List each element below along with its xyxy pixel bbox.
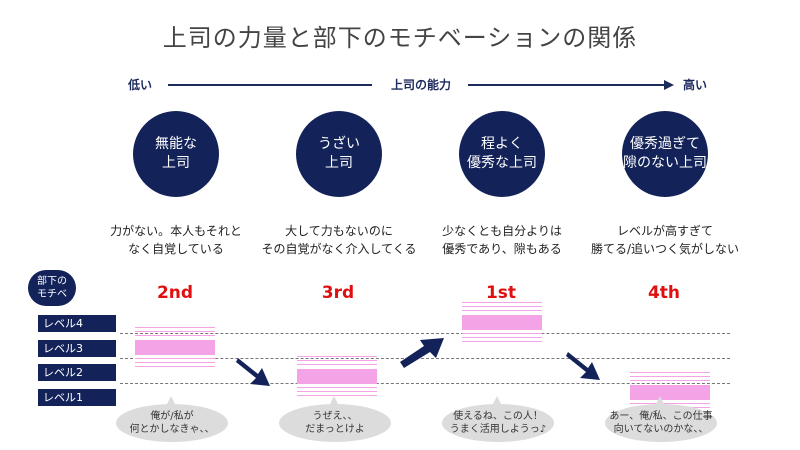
- motivation-bar-stripe: [297, 356, 377, 357]
- boss-description-excellent: レベルが高すぎて 勝てる/追いつく気がしない: [590, 224, 740, 256]
- level-divider: [120, 358, 730, 359]
- comment-bubble-moderate: 使えるね、この人！ うまく活用しようっ♪: [442, 404, 554, 442]
- page-title: 上司の力量と部下のモチベーションの関係: [162, 24, 638, 52]
- bubble-tail: [655, 396, 665, 406]
- comment-bubble-incompetent: 俺が/私が 何とかしなきゃ、、: [116, 404, 228, 442]
- motivation-bar-stripe: [462, 310, 542, 311]
- boss-circle-incompetent: 無能な 上司: [133, 111, 219, 197]
- motivation-bar-stripe: [462, 337, 542, 338]
- boss-circle-excellent: 優秀過ぎて 隙のない上司: [622, 111, 708, 197]
- motivation-bar-stripe: [135, 362, 215, 363]
- level-1-label: レベル1: [38, 389, 116, 406]
- motivation-bar-stripe: [297, 387, 377, 388]
- motivation-bar-fill: [297, 369, 377, 384]
- bubble-tail: [329, 396, 339, 406]
- motivation-bar-stripe: [135, 335, 215, 336]
- motivation-bar-stripe: [135, 327, 215, 328]
- transition-arrow-icon: [566, 352, 600, 380]
- rank-excellent: 4th: [647, 283, 681, 303]
- boss-circle-annoying: うざい 上司: [296, 111, 382, 197]
- motivation-bar-stripe: [462, 341, 542, 342]
- boss-description-annoying: 大して力もないのに その自覚がなく介入してくる: [261, 224, 417, 256]
- axis-high-label: 高い: [683, 78, 708, 92]
- motivation-bar-fill: [630, 385, 710, 400]
- motivation-bar-stripe: [297, 360, 377, 361]
- motivation-bar-stripe: [462, 333, 542, 334]
- boss-circle-moderate: 程よく 優秀な上司: [459, 111, 545, 197]
- motivation-bar-fill: [135, 340, 215, 355]
- motivation-bar-stripe: [135, 331, 215, 332]
- transition-arrow-icon: [400, 338, 444, 368]
- level-divider: [120, 333, 730, 334]
- transition-arrow-icon: [236, 358, 270, 386]
- level-4-label: レベル4: [38, 315, 116, 332]
- motivation-bar-fill: [462, 315, 542, 330]
- comment-bubble-excellent: あー、俺/私、この仕事 向いてないのかな、、: [605, 404, 717, 442]
- motivation-bar-stripe: [135, 366, 215, 367]
- bubble-tail: [492, 396, 502, 406]
- comment-bubble-annoying: うぜえ、、 だまっとけよ: [279, 404, 391, 442]
- boss-description-incompetent: 力がない。本人もそれと なく自覚している: [110, 224, 242, 256]
- boss-description-moderate: 少なくとも自分よりは 優秀であり、隙もある: [442, 224, 562, 256]
- rank-annoying: 3rd: [321, 283, 355, 303]
- level-divider: [120, 383, 730, 384]
- axis-title: 上司の能力: [385, 76, 458, 93]
- level-3-label: レベル3: [38, 340, 116, 357]
- axis-line-right: [468, 84, 664, 86]
- motivation-bar-stripe: [630, 380, 710, 381]
- rank-incompetent: 2nd: [156, 283, 194, 303]
- motivation-bar-stripe: [630, 403, 710, 404]
- motivation-bar-stripe: [462, 302, 542, 303]
- axis-line-left: [168, 84, 372, 86]
- level-2-label: レベル2: [38, 364, 116, 381]
- bubble-tail: [166, 396, 176, 406]
- axis-low-label: 低い: [128, 78, 153, 92]
- rank-moderate: 1st: [485, 283, 517, 303]
- axis-arrow-icon: [664, 80, 674, 90]
- motivation-bar-stripe: [462, 306, 542, 307]
- motivation-bar-stripe: [630, 372, 710, 373]
- motivation-bar-stripe: [297, 364, 377, 365]
- motivation-label: 部下の モチベ: [28, 270, 76, 306]
- motivation-bar-stripe: [630, 376, 710, 377]
- motivation-bar-stripe: [297, 395, 377, 396]
- motivation-bar-stripe: [135, 358, 215, 359]
- motivation-bar-stripe: [297, 391, 377, 392]
